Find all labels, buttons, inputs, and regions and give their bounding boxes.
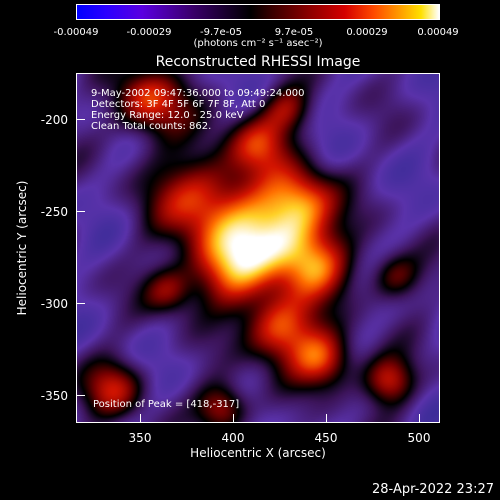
colorbar-tick-label: 9.7e-05: [274, 27, 314, 38]
rhessi-image-map: [77, 74, 439, 422]
colorbar: [76, 4, 440, 20]
x-tick-label: 350: [128, 431, 152, 445]
clean-counts-text: Clean Total counts: 862.: [91, 121, 212, 132]
peak-position-text: Position of Peak = [418,-317]: [93, 399, 240, 410]
colorbar-tick-label: 0.00029: [346, 27, 388, 38]
x-tick-mark: [140, 414, 141, 422]
x-tick-mark: [419, 414, 420, 422]
y-axis-label: Heliocentric Y (arcsec): [15, 180, 29, 316]
colorbar-unit-label: (photons cm⁻² s⁻¹ asec⁻²): [193, 38, 323, 49]
x-tick-label: 450: [314, 431, 338, 445]
detectors-text: Detectors: 3F 4F 5F 6F 7F 8F, Att 0: [91, 99, 266, 110]
x-tick-mark: [233, 414, 234, 422]
x-tick-mark: [326, 414, 327, 422]
y-tick-label: -350: [40, 389, 68, 403]
x-tick-label: 500: [407, 431, 431, 445]
plot-title: Reconstructed RHESSI Image: [155, 54, 361, 70]
colorbar-tick-label: -9.7e-05: [200, 27, 242, 38]
y-tick-mark: [77, 119, 85, 120]
y-tick-label: -200: [40, 113, 68, 127]
time-range-text: 9-May-2002 09:47:36.000 to 09:49:24.000: [91, 88, 305, 99]
y-tick-mark: [77, 211, 85, 212]
x-tick-label: 400: [221, 431, 245, 445]
x-axis-label: Heliocentric X (arcsec): [190, 446, 326, 460]
y-tick-label: -300: [40, 297, 68, 311]
image-plot-area: 9-May-2002 09:47:36.000 to 09:49:24.000 …: [76, 73, 440, 423]
colorbar-tick-label: -0.00049: [53, 27, 99, 38]
energy-range-text: Energy Range: 12.0 - 25.0 keV: [91, 110, 244, 121]
timestamp: 28-Apr-2022 23:27: [372, 482, 494, 497]
colorbar-tick-label: -0.00029: [126, 27, 172, 38]
y-tick-mark: [77, 303, 85, 304]
y-tick-mark: [77, 395, 85, 396]
colorbar-tick-label: 0.00049: [417, 27, 459, 38]
y-tick-label: -250: [40, 205, 68, 219]
